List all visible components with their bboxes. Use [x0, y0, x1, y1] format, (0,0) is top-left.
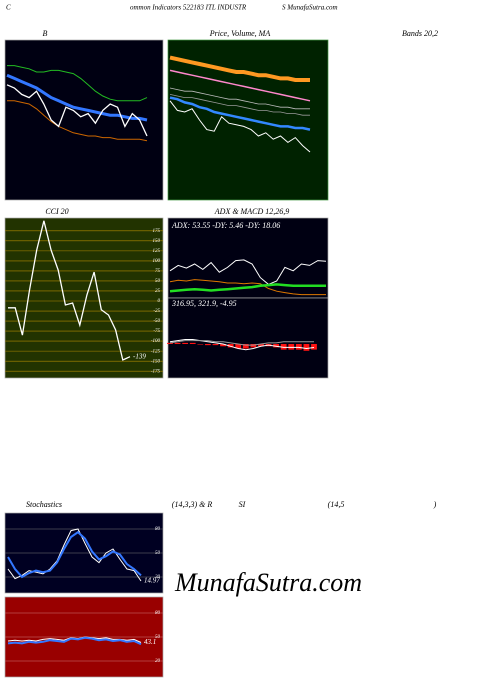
y-tick-label: 20 [155, 575, 161, 580]
histogram-bar [288, 344, 295, 350]
panel-title: ADX & MACD 12,26,9 [214, 207, 289, 216]
indicator-values: ADX: 53.55 -DY: 5.46 -DY: 18.06 [171, 221, 280, 230]
histogram-bar [220, 344, 226, 347]
histogram-bar [174, 342, 181, 344]
y-tick-label: 20 [155, 659, 161, 664]
y-tick-label: 0 [158, 299, 161, 304]
panel-title: CCI 20 [45, 207, 68, 216]
indicator-line [169, 96, 311, 131]
indicator-line [7, 530, 142, 579]
histogram-bar [258, 344, 264, 347]
value-label: 14.97 [144, 577, 160, 585]
histogram-bar [295, 344, 302, 350]
indicator-line [169, 340, 315, 346]
y-tick-label: 175 [153, 229, 161, 234]
page-title: S MunafaSutra.com [282, 4, 338, 12]
panel-title: Bands 20,2 [402, 29, 438, 38]
histogram-bar [242, 344, 249, 349]
y-tick-label: 50 [155, 551, 161, 556]
histogram-bar [227, 344, 234, 348]
page-title: C [6, 4, 11, 12]
indicator-line [7, 65, 148, 102]
indicator-line [6, 73, 148, 122]
y-tick-label: 25 [155, 289, 161, 294]
indicator-line [169, 100, 311, 153]
y-tick-label: -100 [151, 339, 161, 344]
indicator-line [7, 636, 142, 646]
y-tick-label: -125 [151, 349, 161, 354]
indicator-line [169, 259, 327, 285]
histogram-bar [273, 344, 279, 348]
indicator-line [169, 69, 311, 102]
y-tick-label: -75 [153, 329, 160, 334]
histogram-bar [235, 344, 242, 349]
indicator-line [169, 279, 326, 296]
y-tick-label: -25 [153, 309, 160, 314]
y-tick-label: 150 [153, 239, 161, 244]
y-tick-label: 100 [153, 259, 161, 264]
y-tick-label: -175 [151, 369, 161, 374]
indicator-line [169, 87, 310, 110]
indicator-line [169, 94, 310, 116]
y-tick-label: 50 [155, 279, 161, 284]
value-label: -139 [133, 352, 146, 360]
watermark: MunafaSutra.com [174, 568, 362, 597]
histogram-bar [280, 344, 287, 350]
indicator-line [7, 100, 148, 142]
panel [4, 39, 164, 201]
indicator-values: 316.95, 321.9, -4.95 [171, 299, 237, 308]
histogram-bar [303, 344, 310, 351]
histogram-bar [197, 344, 204, 345]
indicator-line [8, 220, 131, 361]
indicator-line [169, 339, 315, 351]
histogram-bar [212, 344, 219, 346]
histogram-bar [189, 342, 196, 344]
histogram-bar [205, 344, 211, 346]
y-tick-label: -50 [153, 319, 160, 324]
panel-title: ) [433, 500, 437, 509]
histogram-bar [182, 342, 189, 344]
histogram-bar [250, 344, 257, 348]
panel-title: Price, Volume, MA [209, 29, 271, 38]
y-tick-label: 50 [155, 635, 161, 640]
y-tick-label: 75 [155, 269, 161, 274]
value-label: 43.1 [144, 638, 156, 646]
y-tick-label: 80 [155, 611, 161, 616]
page-title: ommon Indicators 522183 ITL INDUSTR [130, 4, 247, 12]
panel-title: (14,5 [328, 500, 345, 509]
panel-title: B [43, 29, 48, 38]
y-tick-label: 125 [153, 249, 161, 254]
panel [167, 297, 329, 379]
panel-title: SI [239, 500, 246, 509]
panel-title: (14,3,3) & R [172, 500, 213, 509]
indicator-line [7, 528, 142, 582]
y-tick-label: 80 [155, 527, 161, 532]
panel-title: Stochastics [26, 500, 62, 509]
histogram-bar [311, 344, 317, 350]
indicator-line [169, 55, 310, 82]
histogram-bar [167, 342, 173, 344]
y-tick-label: -150 [151, 359, 161, 364]
indicator-line [169, 283, 326, 293]
indicator-line [6, 84, 148, 137]
